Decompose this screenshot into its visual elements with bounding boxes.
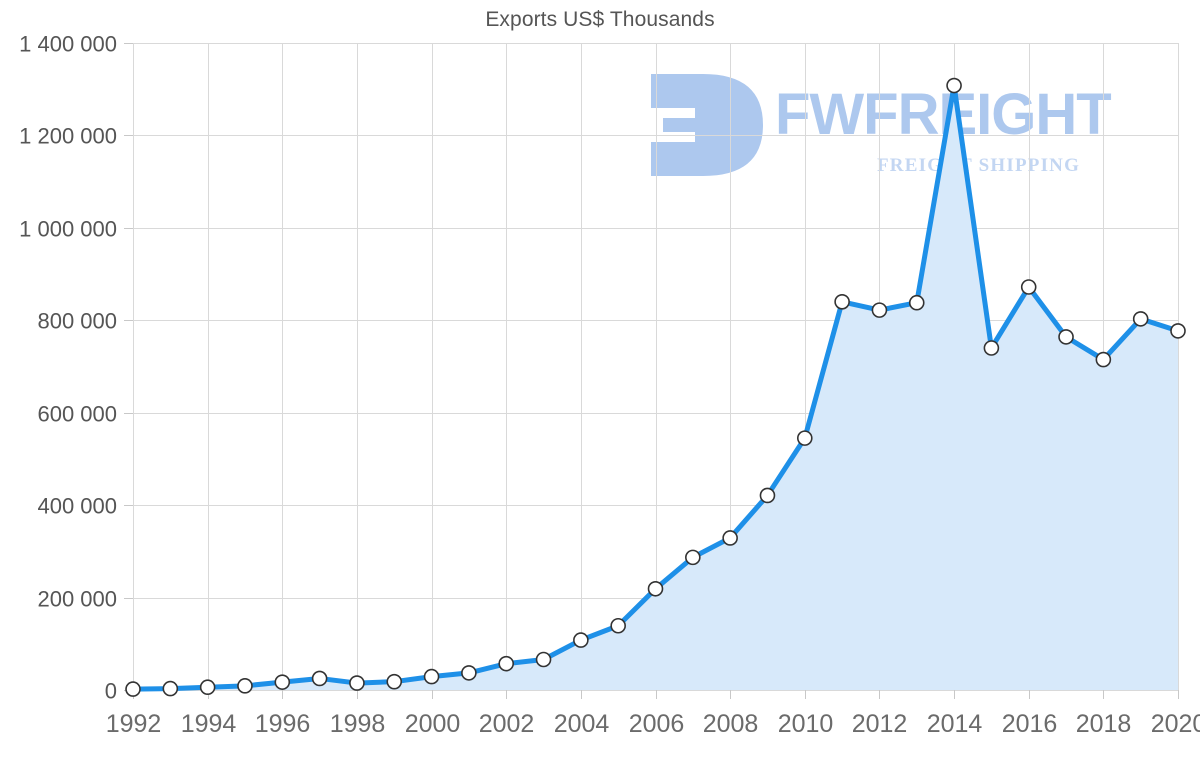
x-axis-labels: 1992 1994 1996 1998 2000 2002 2004 2006 2008 2010…: [106, 710, 1200, 738]
data-point-marker[interactable]: [349, 675, 365, 691]
data-point-marker[interactable]: [311, 670, 328, 687]
x-tick-label: 2016: [1002, 710, 1058, 738]
x-tick-label: 2008: [703, 710, 759, 738]
x-tick-label: 1996: [255, 710, 311, 738]
data-point-marker[interactable]: [423, 668, 440, 685]
x-tick-label: 1994: [181, 710, 237, 738]
y-tick-label: 0: [105, 679, 117, 704]
x-tick-label: 2018: [1076, 710, 1132, 738]
x-tick-label: 2014: [927, 710, 983, 738]
data-point-marker[interactable]: [796, 430, 813, 446]
data-point-marker[interactable]: [386, 673, 403, 690]
data-point-marker[interactable]: [1170, 323, 1186, 339]
x-tick-label: 2012: [852, 710, 908, 738]
area-fill-layer: [133, 85, 1178, 690]
data-point-marker[interactable]: [647, 580, 664, 597]
data-point-marker[interactable]: [610, 617, 626, 634]
data-point-marker[interactable]: [573, 632, 589, 648]
data-point-marker[interactable]: [1095, 351, 1112, 368]
marker-layer: [125, 77, 1186, 697]
data-point-marker[interactable]: [535, 651, 552, 668]
x-tick-label: 2000: [405, 710, 461, 738]
y-tick-label: 200 000: [37, 587, 117, 612]
data-point-marker[interactable]: [1132, 311, 1149, 327]
data-point-marker[interactable]: [274, 674, 291, 690]
x-tick-label: 2020: [1151, 710, 1200, 738]
chart-title: Exports US$ Thousands: [485, 8, 715, 31]
data-point-marker[interactable]: [834, 293, 850, 310]
data-point-marker[interactable]: [162, 680, 179, 697]
data-point-marker[interactable]: [871, 302, 888, 318]
y-tick-label: 800 000: [37, 309, 117, 334]
y-axis-labels: 1 400 000 1 200 000 1 000 000 800 000 600 00…: [19, 32, 117, 704]
x-tick-label: 2010: [778, 710, 834, 738]
data-point-marker[interactable]: [722, 530, 738, 546]
data-point-marker[interactable]: [983, 340, 1000, 356]
y-tick-label: 1 400 000: [19, 32, 117, 57]
x-tick-label: 1998: [330, 710, 386, 738]
data-point-marker[interactable]: [498, 655, 515, 672]
y-tick-label: 400 000: [37, 494, 117, 519]
data-point-marker[interactable]: [1058, 329, 1074, 345]
y-tick-label: 600 000: [37, 402, 117, 427]
x-tick-label: 1992: [106, 710, 162, 738]
y-tick-label: 1 000 000: [19, 217, 117, 242]
data-point-marker[interactable]: [759, 487, 776, 504]
y-tick-label: 1 200 000: [19, 124, 117, 149]
data-point-marker[interactable]: [908, 294, 925, 311]
data-point-marker[interactable]: [199, 679, 216, 696]
data-point-marker[interactable]: [125, 681, 141, 697]
x-tick-label: 2002: [479, 710, 535, 738]
data-point-marker[interactable]: [946, 77, 962, 94]
data-point-marker[interactable]: [237, 678, 253, 694]
data-point-marker[interactable]: [685, 549, 701, 566]
data-point-marker[interactable]: [1020, 279, 1037, 295]
area-fill: [133, 85, 1178, 690]
data-point-marker[interactable]: [461, 665, 477, 681]
x-tick-label: 2006: [629, 710, 685, 738]
x-tick-label: 2004: [554, 710, 610, 738]
